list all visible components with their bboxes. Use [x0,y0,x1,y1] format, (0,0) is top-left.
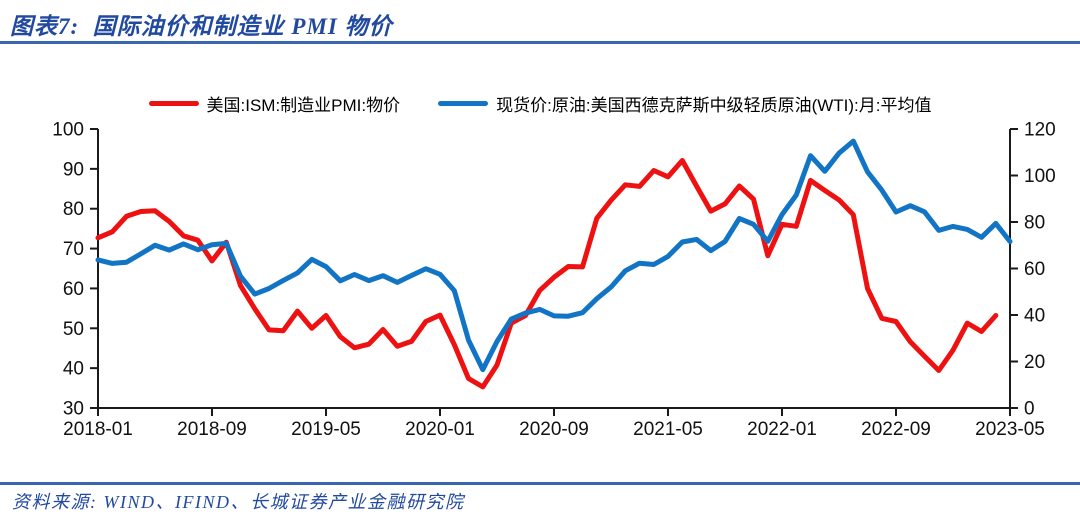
legend-item-wti: 现货价:原油:美国西德克萨斯中级轻质原油(WTI):月:平均值 [438,91,932,116]
right-axis-tick-label: 80 [1024,213,1045,234]
left-axis-tick-label: 30 [63,399,84,420]
right-axis-tick-label: 0 [1024,399,1035,420]
x-axis-tick-label: 2020-01 [405,419,475,440]
legend-swatch-wti-blue [438,101,489,106]
legend-label-wti: 现货价:原油:美国西德克萨斯中级轻质原油(WTI):月:平均值 [496,96,932,115]
left-axis-tick-label: 70 [63,239,84,260]
x-axis-tick-label: 2019-05 [291,419,361,440]
right-axis-tick-label: 20 [1024,352,1045,373]
figure-title: 图表7: 国际油价和制造业 PMI 物价 [10,14,393,39]
legend-swatch-pmi-red [148,101,199,106]
left-axis-tick-label: 80 [63,199,84,220]
x-axis-tick-label: 2018-09 [177,419,247,440]
right-axis-tick-label: 40 [1024,306,1045,327]
x-axis-tick-label: 2023-05 [975,419,1045,440]
x-axis-tick-label: 2021-05 [633,419,703,440]
legend-item-pmi: 美国:ISM:制造业PMI:物价 [148,91,401,116]
x-axis-tick-label: 2022-09 [861,419,931,440]
x-axis-tick-label: 2020-09 [519,419,589,440]
left-axis-tick-label: 40 [63,359,84,380]
right-axis-tick-label: 120 [1024,120,1056,141]
left-axis-tick-label: 50 [63,319,84,340]
right-axis-tick-label: 60 [1024,259,1045,280]
pmi-line-series [95,158,999,390]
title-divider [0,41,1080,44]
footer-divider [0,482,1080,485]
left-axis-tick-label: 60 [63,279,84,300]
x-axis-tick-label: 2018-01 [63,419,133,440]
right-axis-tick-label: 100 [1024,166,1056,187]
x-axis-tick-label: 2022-01 [747,419,817,440]
wti-line-series [95,138,1013,373]
left-axis-tick-label: 100 [52,120,84,141]
source-text: 资料来源: WIND、IFIND、长城证券产业金融研究院 [12,492,465,512]
left-axis-tick-label: 90 [63,159,84,180]
chart-legend: 美国:ISM:制造业PMI:物价 现货价:原油:美国西德克萨斯中级轻质原油(WT… [0,91,1080,116]
legend-label-pmi: 美国:ISM:制造业PMI:物价 [206,96,401,115]
